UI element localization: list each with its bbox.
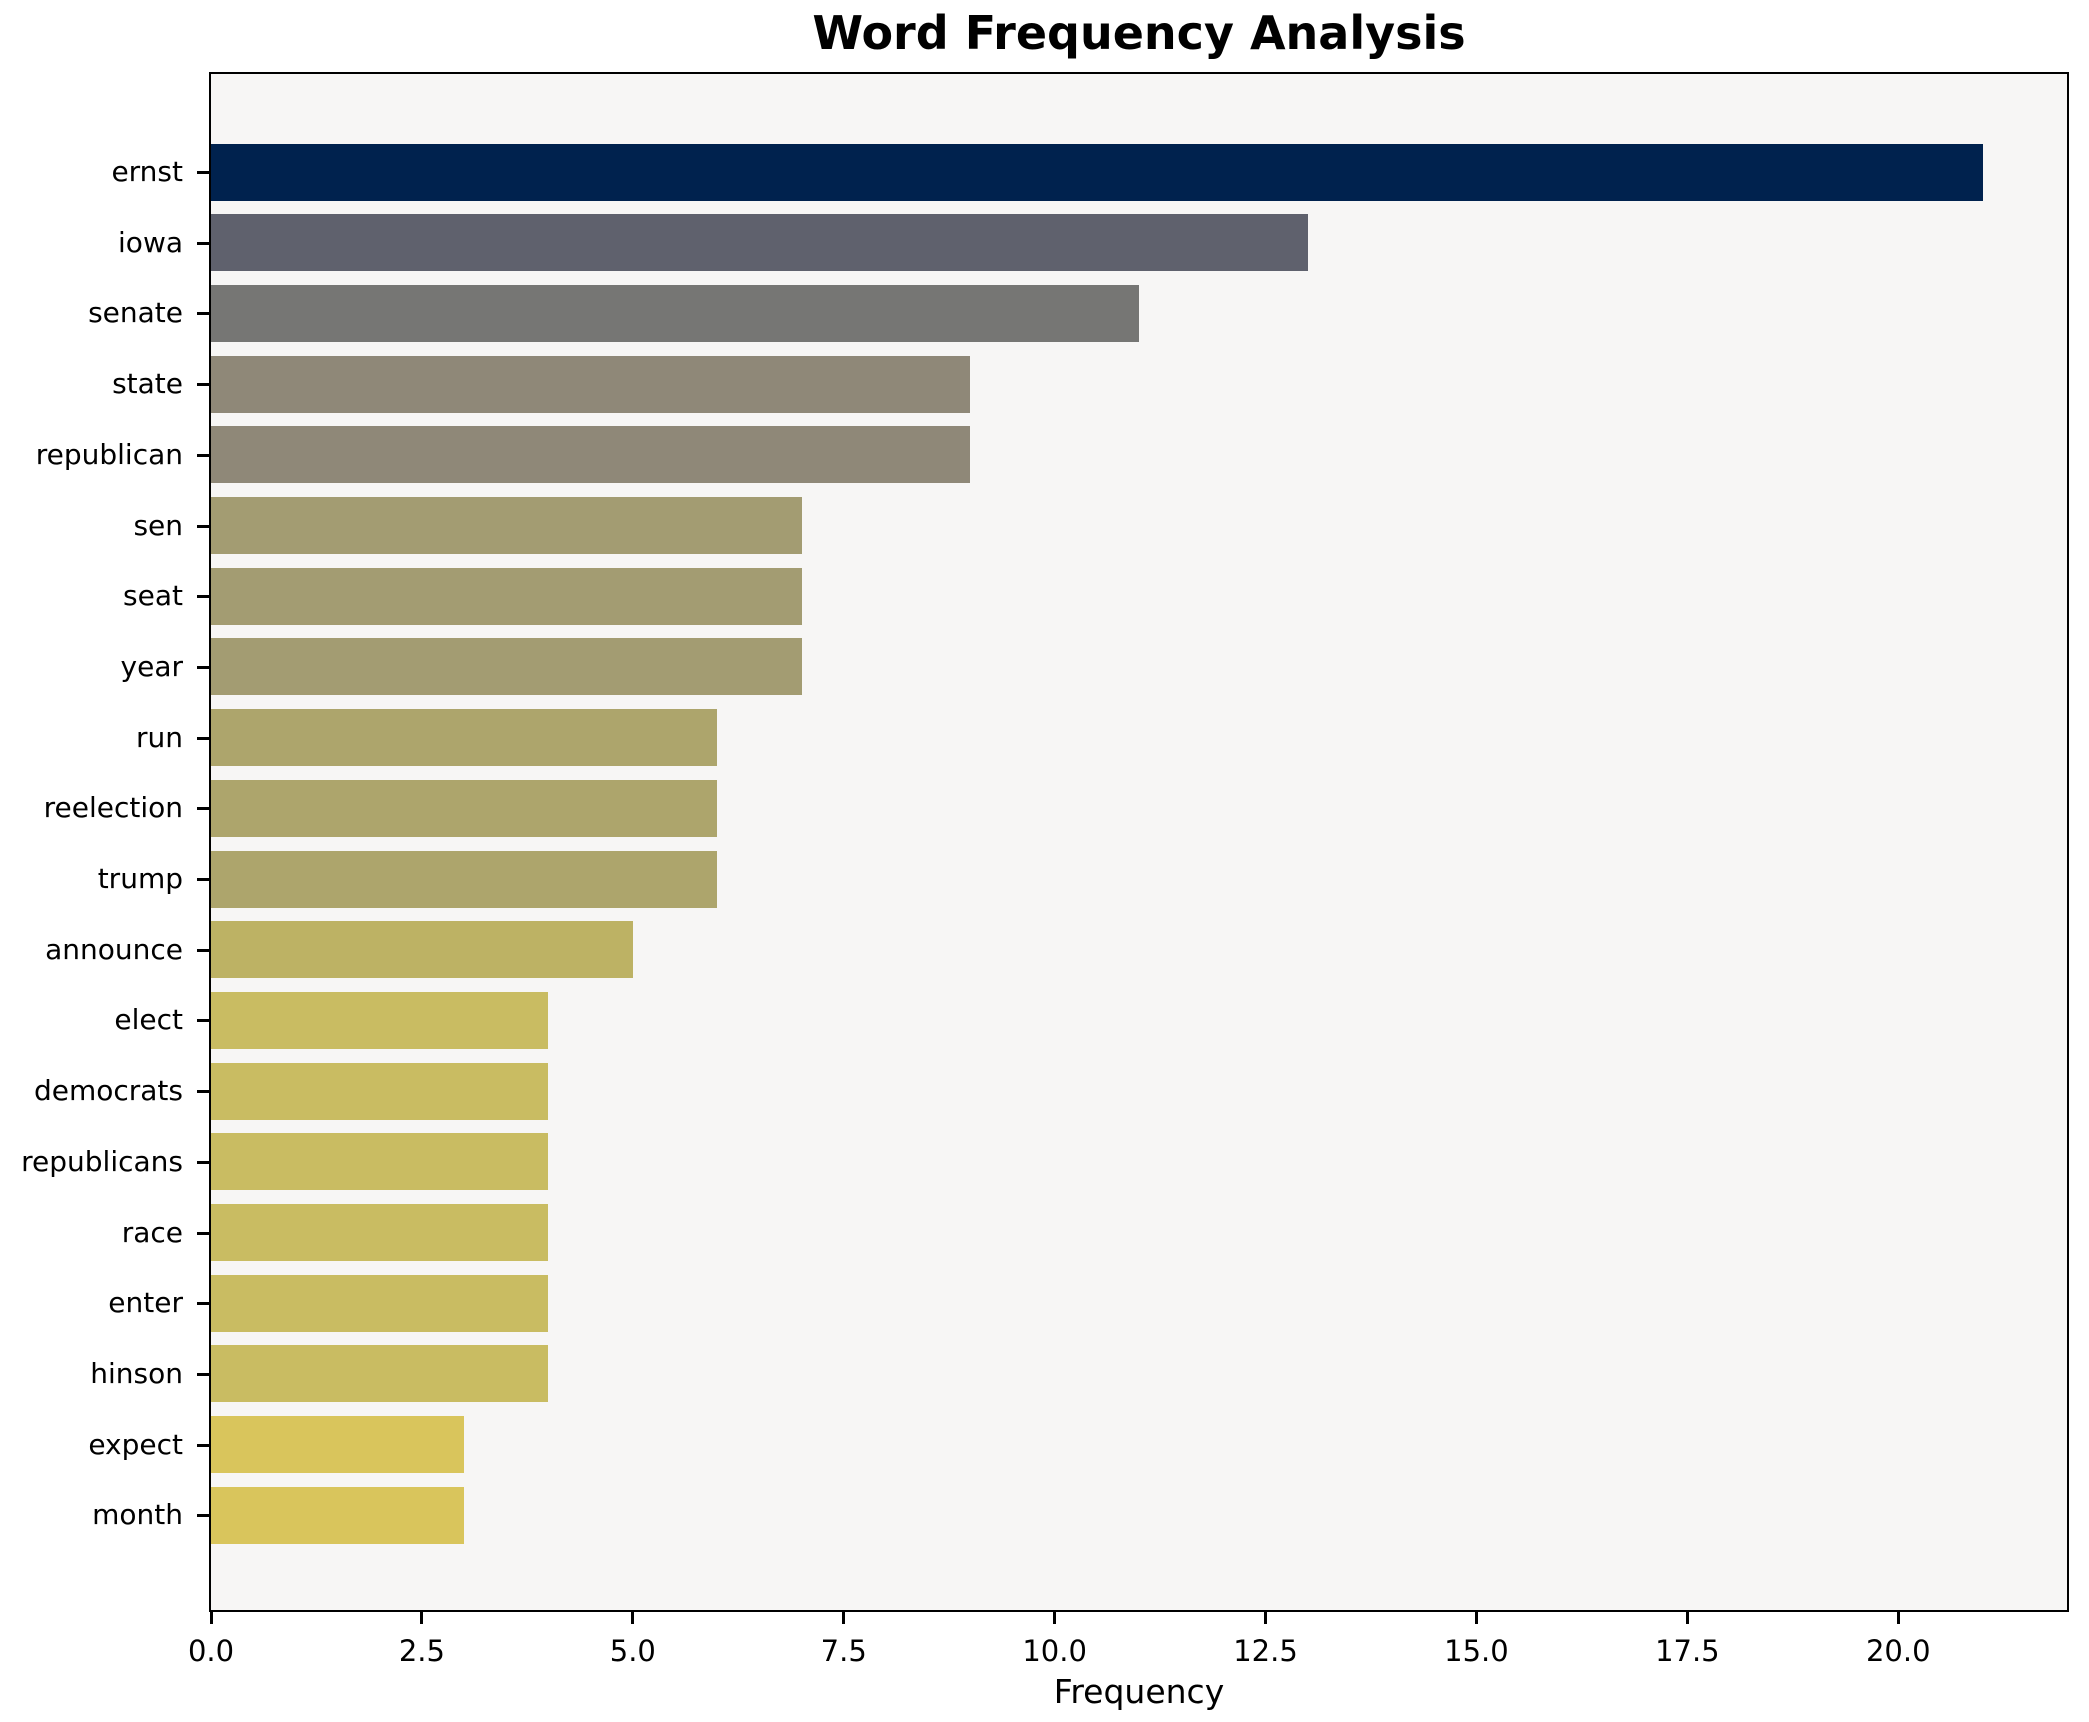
bar-republican — [211, 426, 971, 484]
y-tick-label-state: state — [112, 367, 183, 401]
y-tick-label-republican: republican — [35, 437, 183, 471]
y-tick-mark — [197, 383, 209, 387]
x-tick-label-0.0: 0.0 — [187, 1634, 235, 1668]
y-tick-label-senate: senate — [88, 296, 183, 330]
chart-title: Word Frequency Analysis — [812, 6, 1466, 60]
bar-sen — [211, 497, 802, 554]
y-tick-mark — [197, 1514, 209, 1518]
bar-elect — [211, 991, 549, 1049]
y-tick-mark — [197, 1443, 209, 1447]
plot-area — [209, 72, 2069, 1612]
y-tick-label-seat: seat — [123, 579, 183, 613]
y-tick-mark — [197, 1019, 209, 1023]
y-tick-mark — [197, 171, 209, 174]
y-tick-label-enter: enter — [108, 1286, 183, 1320]
x-tick-mark — [631, 1612, 635, 1624]
bar-race — [211, 1204, 549, 1261]
y-tick-label-elect: elect — [114, 1003, 183, 1037]
bar-democrats — [211, 1062, 549, 1120]
y-tick-label-trump: trump — [97, 862, 183, 895]
x-tick-mark — [1685, 1612, 1689, 1624]
y-tick-label-year: year — [120, 649, 183, 683]
bar-ernst — [211, 143, 1983, 201]
y-tick-mark — [197, 736, 209, 740]
y-tick-mark — [197, 312, 209, 316]
y-tick-label-republicans: republicans — [21, 1144, 183, 1178]
bar-enter — [211, 1274, 549, 1332]
x-tick-label-7.5: 7.5 — [820, 1634, 867, 1668]
x-tick-label-12.5: 12.5 — [1233, 1634, 1298, 1668]
y-tick-mark — [197, 524, 209, 528]
bar-iowa — [211, 214, 1308, 272]
x-tick-label-5.0: 5.0 — [609, 1634, 656, 1668]
y-tick-mark — [197, 1160, 209, 1164]
x-tick-mark — [209, 1612, 213, 1624]
x-tick-label-2.5: 2.5 — [398, 1634, 445, 1668]
x-tick-mark — [1474, 1612, 1478, 1624]
y-tick-mark — [197, 948, 209, 952]
bar-reelection — [211, 779, 718, 837]
y-tick-mark — [197, 453, 209, 457]
bar-announce — [211, 921, 633, 979]
bar-hinson — [211, 1345, 549, 1403]
y-tick-label-democrats: democrats — [33, 1074, 183, 1108]
bar-year — [211, 638, 802, 696]
y-tick-mark — [197, 241, 209, 245]
x-tick-mark — [1896, 1612, 1900, 1624]
x-axis-label: Frequency — [1053, 1672, 1225, 1711]
x-tick-mark — [1264, 1612, 1268, 1624]
x-tick-mark — [1053, 1612, 1057, 1624]
y-tick-label-ernst: ernst — [111, 155, 183, 188]
y-tick-mark — [197, 595, 209, 599]
x-tick-label-15.0: 15.0 — [1444, 1634, 1509, 1668]
y-tick-mark — [197, 807, 209, 811]
y-tick-mark — [197, 1090, 209, 1094]
y-tick-label-run: run — [135, 720, 183, 754]
bar-state — [211, 355, 971, 413]
y-tick-mark — [197, 878, 209, 881]
x-tick-label-10.0: 10.0 — [1022, 1634, 1087, 1668]
x-tick-label-20.0: 20.0 — [1865, 1634, 1931, 1668]
y-tick-mark — [197, 665, 209, 669]
x-tick-label-17.5: 17.5 — [1655, 1634, 1720, 1668]
x-tick-mark — [842, 1612, 846, 1624]
y-tick-label-sen: sen — [133, 508, 183, 542]
y-tick-mark — [197, 1231, 209, 1235]
y-tick-label-race: race — [121, 1215, 183, 1249]
y-tick-label-iowa: iowa — [118, 225, 183, 259]
y-tick-mark — [197, 1372, 209, 1376]
bar-seat — [211, 567, 802, 625]
bar-month — [211, 1486, 465, 1544]
x-tick-mark — [420, 1612, 424, 1624]
bar-expect — [211, 1416, 465, 1474]
y-tick-label-reelection: reelection — [43, 791, 183, 825]
bar-trump — [211, 850, 718, 908]
y-tick-mark — [197, 1302, 209, 1306]
bar-senate — [211, 284, 1139, 342]
y-tick-label-announce: announce — [45, 932, 183, 966]
bar-run — [211, 709, 718, 767]
y-tick-label-hinson: hinson — [90, 1356, 183, 1390]
bar-republicans — [211, 1133, 549, 1191]
y-tick-label-expect: expect — [88, 1427, 183, 1461]
y-tick-label-month: month — [92, 1498, 183, 1532]
